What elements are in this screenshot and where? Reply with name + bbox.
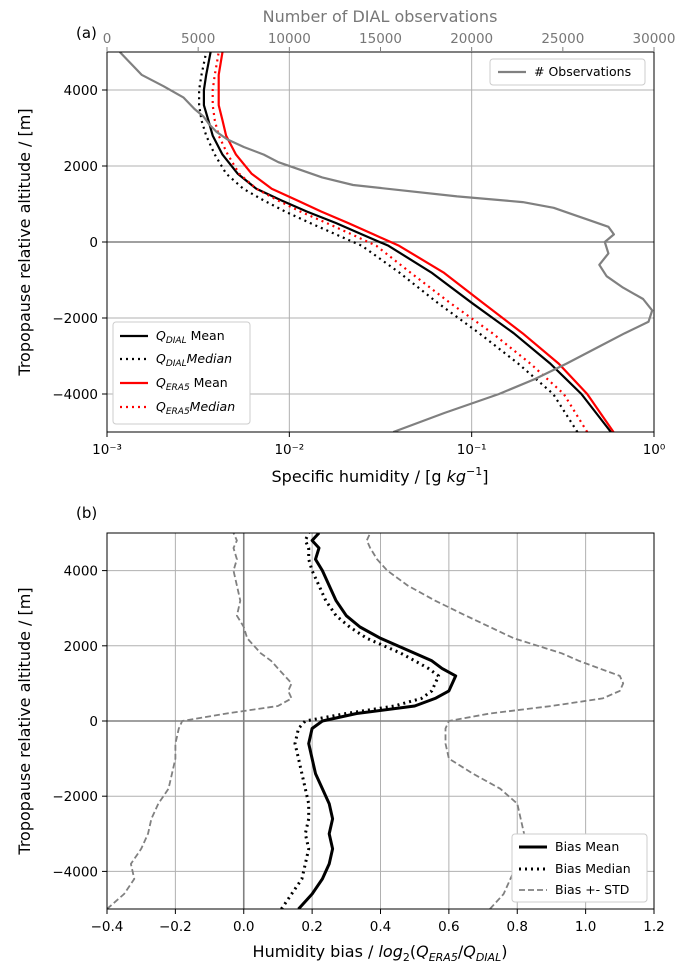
y-tick-label: 0 bbox=[89, 235, 98, 251]
series-line-q-era5-median bbox=[211, 52, 589, 432]
series-line--observations bbox=[119, 52, 654, 432]
series-line-bias-median-1 bbox=[280, 533, 441, 909]
top-tick-label: 25000 bbox=[541, 31, 584, 47]
series-line-q-dial-mean bbox=[202, 52, 612, 432]
series-line-q-era5-mean bbox=[217, 52, 615, 432]
panel-a-series bbox=[119, 52, 654, 432]
legend-box bbox=[511, 833, 648, 903]
x-tick-label: 10⁻³ bbox=[92, 442, 122, 458]
panel-b-ticks: −0.4 −0.2 0.0 0.2 0.4 0.6 0.8 1.0 1.2 −4000 −2000 0… bbox=[52, 564, 664, 935]
top-tick-label: 30000 bbox=[633, 31, 676, 47]
legend-label-qdial-mean: QDIAL Mean bbox=[156, 328, 225, 346]
x-tick-label: 0.0 bbox=[233, 919, 254, 935]
x-tick-label: −0.4 bbox=[91, 919, 124, 935]
legend-label-bias-median: Bias Median bbox=[555, 861, 631, 876]
y-tick-label: 4000 bbox=[64, 564, 98, 580]
x-tick-label: 1.0 bbox=[575, 919, 596, 935]
panel-a-legend-observations: # Observations bbox=[489, 58, 646, 86]
y-tick-label: 0 bbox=[89, 714, 98, 730]
panel-a-legend: QDIAL Mean QDIALMedian QERA5 Mean QERA5M… bbox=[112, 321, 251, 425]
top-tick-label: 10000 bbox=[268, 31, 311, 47]
x-tick-label: 0.8 bbox=[507, 919, 528, 935]
y-tick-label: 2000 bbox=[64, 159, 98, 175]
series-line-bias-std-3 bbox=[365, 533, 625, 909]
legend-box bbox=[112, 321, 251, 425]
x-tick-label: 0.2 bbox=[301, 919, 322, 935]
legend-label-bias-mean: Bias Mean bbox=[555, 839, 619, 854]
x-tick-label: 1.2 bbox=[643, 919, 664, 935]
legend-label-qera5-median: QERA5Median bbox=[156, 399, 235, 417]
panel-b-x-label: Humidity bias / log2(QERA5/QDIAL) bbox=[253, 942, 508, 964]
panel-b: (b) −0.4 −0.2 0.0 0.2 0.4 0.6 0.8 1.0 1.2 −4000 −2… bbox=[15, 504, 665, 964]
legend-label-qera5-mean: QERA5 Mean bbox=[156, 375, 228, 393]
panel-a: (a) Number of DIAL observations 10⁻³ 10⁻²… bbox=[15, 7, 675, 486]
x-tick-label: 0.4 bbox=[370, 919, 391, 935]
legend-label-observations: # Observations bbox=[534, 64, 631, 79]
top-tick-label: 5000 bbox=[181, 31, 215, 47]
y-tick-label: 4000 bbox=[64, 83, 98, 99]
x-tick-label: 10⁻² bbox=[274, 442, 304, 458]
top-tick-label: 20000 bbox=[450, 31, 493, 47]
y-tick-label: −2000 bbox=[52, 789, 98, 805]
panel-a-x-label: Specific humidity / [g kg−1] bbox=[272, 465, 489, 486]
x-tick-label: 10⁰ bbox=[643, 442, 666, 458]
y-tick-label: −4000 bbox=[52, 387, 98, 403]
legend-box bbox=[489, 58, 646, 86]
panel-a-label: (a) bbox=[76, 24, 97, 42]
x-tick-label: 10⁻¹ bbox=[457, 442, 487, 458]
top-tick-label: 15000 bbox=[359, 31, 402, 47]
panel-b-series bbox=[107, 533, 625, 909]
panel-a-y-label: Tropopause relative altitude / [m] bbox=[15, 108, 34, 376]
top-tick-label: 0 bbox=[103, 31, 112, 47]
panel-b-legend: Bias Mean Bias Median Bias +- STD bbox=[511, 833, 648, 903]
y-tick-label: −4000 bbox=[52, 864, 98, 880]
series-line-bias-std-2 bbox=[107, 533, 293, 909]
panel-b-label: (b) bbox=[76, 504, 97, 522]
y-tick-label: 2000 bbox=[64, 639, 98, 655]
panel-b-y-label: Tropopause relative altitude / [m] bbox=[15, 587, 34, 855]
panel-a-top-axis-label: Number of DIAL observations bbox=[263, 7, 498, 26]
series-line-bias-mean-0 bbox=[297, 533, 458, 909]
panel-a-ticks: 10⁻³ 10⁻² 10⁻¹ 10⁰ −4000 −2000 0 2000 4000 0 5000 1… bbox=[52, 31, 675, 458]
y-tick-label: −2000 bbox=[52, 311, 98, 327]
legend-label-bias-std: Bias +- STD bbox=[555, 882, 629, 897]
x-tick-label: −0.2 bbox=[159, 919, 192, 935]
x-tick-label: 0.6 bbox=[438, 919, 459, 935]
legend-label-qdial-median: QDIALMedian bbox=[156, 351, 232, 369]
